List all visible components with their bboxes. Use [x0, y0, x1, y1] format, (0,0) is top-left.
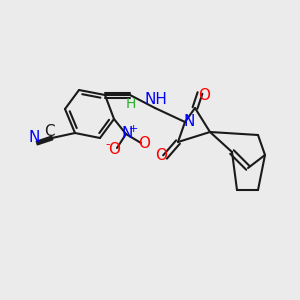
Text: O: O — [138, 136, 150, 152]
Text: O: O — [108, 142, 120, 157]
Text: C: C — [44, 124, 54, 140]
Text: N: N — [183, 115, 195, 130]
Text: NH: NH — [145, 92, 167, 107]
Text: H: H — [126, 97, 136, 111]
Text: +: + — [128, 124, 138, 134]
Text: -: - — [106, 139, 110, 152]
Text: O: O — [155, 148, 167, 163]
Text: O: O — [198, 88, 210, 103]
Text: N: N — [121, 125, 133, 140]
Text: N: N — [28, 130, 40, 145]
